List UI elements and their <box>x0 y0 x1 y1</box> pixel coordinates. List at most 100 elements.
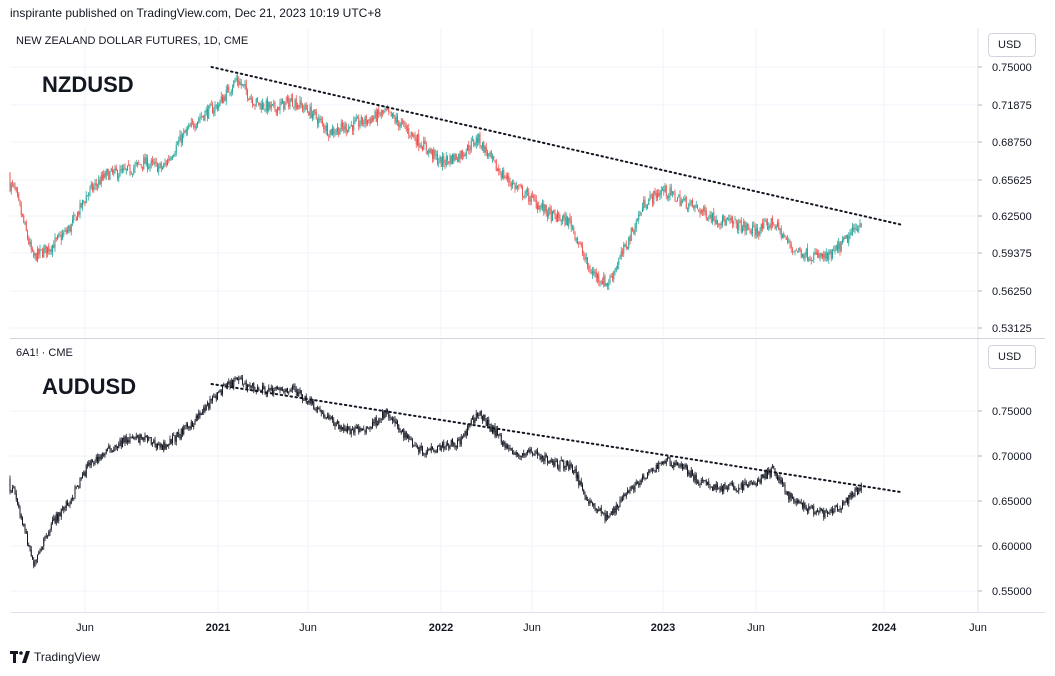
candle-body <box>139 434 141 444</box>
candle-body <box>215 395 217 400</box>
candle-body <box>767 470 768 479</box>
candle-body <box>297 392 298 396</box>
candle-body <box>348 427 350 430</box>
candle-body <box>513 182 515 184</box>
candle-body <box>714 484 716 489</box>
trendline <box>210 383 902 493</box>
candle-body <box>699 484 701 486</box>
candle-body <box>807 509 808 512</box>
candle-body <box>755 227 757 236</box>
candle-body <box>857 488 858 495</box>
candle-body <box>750 481 752 482</box>
candle-body <box>624 494 626 497</box>
candle-body <box>498 168 500 172</box>
pane-2-currency-button[interactable]: USD <box>988 345 1036 369</box>
candle-body <box>237 77 238 82</box>
candle-body <box>618 506 620 508</box>
candle-body <box>607 283 608 286</box>
candle-body <box>39 248 41 254</box>
candle-body <box>583 254 585 256</box>
candle-body <box>668 457 670 459</box>
candle-body <box>368 119 370 121</box>
candle-body <box>538 454 540 456</box>
candle-body <box>174 435 176 442</box>
candle-body <box>578 242 580 244</box>
candle-body <box>18 504 20 508</box>
candle-body <box>548 207 550 216</box>
candle-body <box>514 453 516 455</box>
candle-body <box>667 196 668 198</box>
candle-body <box>707 481 708 485</box>
pane-1-title: NEW ZEALAND DOLLAR FUTURES, 1D, CME <box>16 35 249 47</box>
candle-body <box>468 426 470 428</box>
candle-body <box>822 510 823 512</box>
candle-body <box>360 428 362 431</box>
candle-body <box>638 482 640 486</box>
candle-body <box>430 149 432 153</box>
candle-body <box>230 91 232 94</box>
candle-body <box>467 144 468 151</box>
candle-body <box>614 507 616 513</box>
candle-body <box>60 235 62 241</box>
candle-body <box>474 143 476 146</box>
candle-body <box>420 145 422 147</box>
candle-body <box>219 100 221 106</box>
candle-body <box>524 194 526 197</box>
candle-body <box>90 459 92 466</box>
candle-body <box>650 194 652 196</box>
candle-body <box>613 507 615 514</box>
candle-body <box>547 212 548 217</box>
candle-body <box>10 491 12 492</box>
candle-body <box>533 195 535 199</box>
candle-body <box>433 149 435 160</box>
candle-body <box>624 244 626 246</box>
candle-body <box>309 106 311 116</box>
candle-body <box>732 217 733 224</box>
candle-body <box>578 474 580 486</box>
pane-1-currency-button[interactable]: USD <box>988 33 1036 57</box>
candle-body <box>147 158 148 170</box>
candle-body <box>654 471 656 473</box>
candle-body <box>224 384 226 386</box>
candle-body <box>28 238 30 245</box>
candle-body <box>569 216 571 221</box>
candle-body <box>134 437 136 439</box>
candle-body <box>387 109 388 110</box>
y-tick-label: 0.60000 <box>992 541 1032 553</box>
candle-body <box>715 484 717 490</box>
candle-body <box>612 276 613 279</box>
candle-body <box>344 428 346 431</box>
candle-body <box>267 99 268 112</box>
candle-body <box>238 378 240 381</box>
candle-body <box>27 231 28 239</box>
candle-body <box>338 127 340 136</box>
candle-body <box>620 499 622 501</box>
candle-body <box>303 108 305 110</box>
candle-body <box>57 235 58 239</box>
candle-body <box>663 461 665 464</box>
candle-body <box>63 232 65 235</box>
candle-body <box>814 513 816 514</box>
candle-body <box>440 446 442 451</box>
candle-body <box>210 104 212 106</box>
candle-body <box>419 447 421 453</box>
candle-body <box>657 193 658 198</box>
candle-body <box>703 479 705 481</box>
candle-body <box>168 444 170 446</box>
candle-body <box>274 388 276 389</box>
candle-body <box>35 560 37 562</box>
candle-body <box>834 249 836 253</box>
candle-body <box>250 385 252 388</box>
candle-body <box>573 470 575 474</box>
candle-body <box>73 497 75 499</box>
candle-body <box>563 215 565 218</box>
candle-body <box>804 502 806 508</box>
candle-body <box>299 100 301 109</box>
candle-body <box>689 201 691 205</box>
candle-body <box>609 276 611 283</box>
candle-body <box>154 440 156 445</box>
candle-body <box>849 494 851 497</box>
candle-body <box>783 233 785 238</box>
candle-body <box>53 244 55 249</box>
candle-body <box>743 221 745 228</box>
